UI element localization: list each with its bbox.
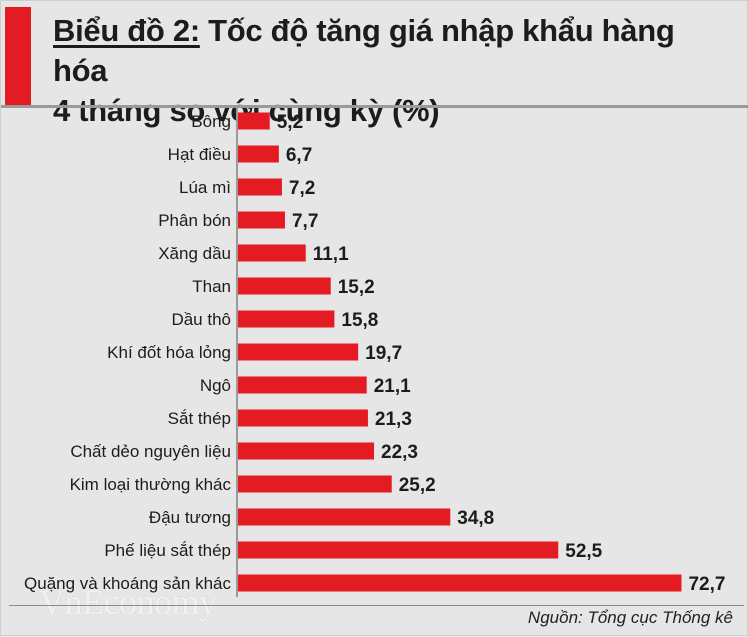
bar: [238, 277, 331, 295]
value-label: 34,8: [457, 508, 494, 529]
value-label: 6,7: [286, 145, 312, 166]
value-label: 21,1: [374, 376, 411, 397]
value-label: 15,2: [338, 277, 375, 298]
value-label: 25,2: [399, 475, 436, 496]
category-label: Kim loại thường khác: [70, 475, 232, 494]
bar: [238, 574, 682, 592]
category-label: Bông: [191, 112, 231, 131]
value-label: 52,5: [565, 541, 602, 562]
watermark-logo: VnEconomy: [39, 582, 217, 622]
bar: [238, 112, 270, 130]
value-label: 72,7: [688, 574, 725, 595]
source-note: Nguồn: Tổng cục Thống kê: [527, 608, 733, 627]
bar: [238, 442, 375, 460]
bar: [238, 508, 451, 526]
category-label: Quặng và khoáng sản khác: [24, 574, 231, 593]
bar: [238, 376, 367, 394]
bar: [238, 541, 559, 559]
header-divider: [1, 105, 748, 108]
category-label: Hạt điều: [168, 145, 231, 164]
bar: [238, 310, 335, 328]
bar: [238, 409, 368, 427]
category-label: Dầu thô: [171, 310, 231, 329]
bar: [238, 343, 359, 361]
category-label: Than: [192, 277, 231, 296]
value-label: 21,3: [375, 409, 412, 430]
category-label: Phế liệu sắt thép: [104, 541, 231, 560]
bar: [238, 178, 282, 196]
category-label: Lúa mì: [179, 178, 231, 197]
value-label: 22,3: [381, 442, 418, 463]
bar: [238, 211, 285, 229]
value-label: 7,7: [292, 211, 318, 232]
category-label: Xăng dầu: [158, 244, 231, 263]
value-label: 11,1: [313, 244, 349, 265]
accent-bar: [5, 7, 31, 105]
chart-title-line1: Tốc độ tăng giá nhập khẩu hàng hóa: [53, 13, 675, 88]
value-label: 19,7: [365, 343, 402, 364]
source-divider: [9, 605, 744, 606]
value-label: 7,2: [289, 178, 315, 199]
bar: [238, 475, 392, 493]
category-label: Khí đốt hóa lỏng: [107, 343, 231, 362]
category-label: Phân bón: [158, 211, 231, 230]
value-label: 15,8: [341, 310, 378, 331]
category-label: Đậu tương: [149, 508, 231, 527]
chart-title-label: Biểu đồ 2:: [53, 13, 200, 48]
value-label: 5,2: [277, 112, 303, 133]
category-label: Chất dẻo nguyên liệu: [70, 442, 231, 461]
bar: [238, 145, 279, 163]
category-label: Sắt thép: [168, 409, 231, 428]
bar: [238, 244, 306, 262]
category-label: Ngô: [200, 376, 231, 395]
